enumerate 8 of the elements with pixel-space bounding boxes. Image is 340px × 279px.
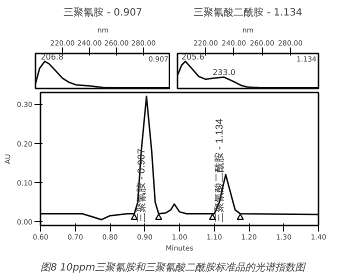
annotation: 206.8 [40,52,64,62]
annotation: 三聚氰胺 - 0.907 [135,148,148,222]
annotation: 233.0 [212,68,236,78]
caption: 图8 10ppm三聚氰胺和三聚氰酸二酰胺标准品的光谱指数图 [40,262,306,274]
chart-title: 三聚氰胺 - 0.907 [64,6,142,18]
annotation: 三聚氰酸二酰胺 - 1.134 [214,118,226,222]
chart-title: 三聚氰酸二酰胺 - 1.134 [194,6,302,18]
annotation: 205.6 [181,52,204,62]
